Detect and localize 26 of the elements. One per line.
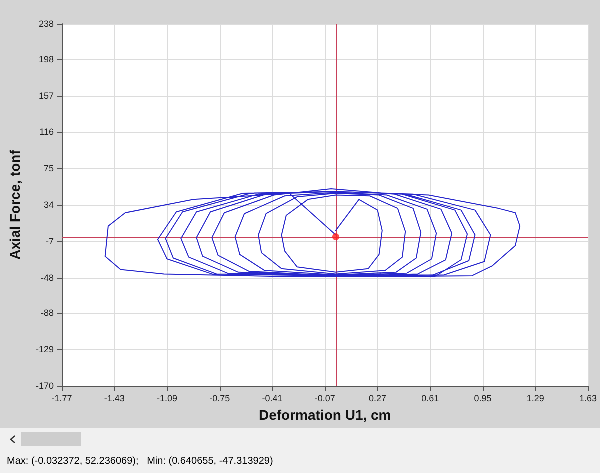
x-tick-label: -0.07 <box>314 394 336 404</box>
x-tick-label: -1.43 <box>104 394 125 404</box>
y-tick-label: 238 <box>38 19 54 29</box>
y-tick-label: 116 <box>40 127 54 138</box>
y-tick-label: 157 <box>38 90 54 101</box>
line-series <box>104 188 521 278</box>
y-tick-label: -129 <box>36 344 54 355</box>
y-tick-label: -7 <box>46 236 54 246</box>
y-tick-label: -170 <box>36 381 54 391</box>
x-tick-label: -1.77 <box>52 394 72 404</box>
x-tick-label: -0.41 <box>262 394 283 404</box>
x-tick-label: 0.27 <box>368 394 387 404</box>
x-tick-label: 0.95 <box>474 394 492 404</box>
x-axis-title: Deformation U1, cm <box>258 407 392 423</box>
x-tick-label: -1.09 <box>156 394 178 404</box>
x-tick-label: 0.61 <box>422 394 440 404</box>
text: Max: (-0.032372, 52.236069); Min: (0.640655, -47.313929) <box>7 456 274 467</box>
y-axis-title: Axial Force, tonf <box>7 150 23 260</box>
x-tick-label: 1.29 <box>526 394 544 404</box>
x-tick-label: 1.63 <box>579 394 598 404</box>
y-tick-label: -48 <box>40 272 54 283</box>
x-tick-label: -0.75 <box>210 394 230 404</box>
y-tick-label: 34 <box>44 200 54 210</box>
y-tick-label: 75 <box>44 164 54 174</box>
y-tick-label: 198 <box>38 54 54 64</box>
y-tick-label: -88 <box>40 308 54 318</box>
